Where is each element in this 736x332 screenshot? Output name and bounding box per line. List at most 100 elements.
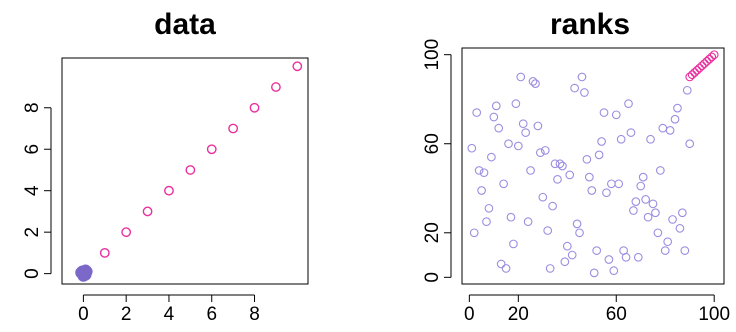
y-tick-label-data: 2 bbox=[22, 227, 43, 238]
axes-ranks: 0 20 60 100 0 20 60 100 bbox=[422, 39, 730, 325]
data-point-ranks-series1 bbox=[594, 150, 604, 160]
x-tick-label-data: 8 bbox=[249, 304, 260, 325]
data-point-ranks-series1 bbox=[648, 199, 658, 209]
panel-ranks: ranks 0 20 60 100 0 20 60 100 bbox=[422, 8, 730, 325]
points-ranks bbox=[467, 50, 719, 278]
y-tick-label-data: 6 bbox=[22, 144, 43, 155]
data-point-ranks-series1 bbox=[496, 259, 506, 269]
data-point-ranks-series1 bbox=[479, 168, 489, 178]
data-point-ranks-series1 bbox=[638, 172, 648, 182]
y-tick-label-ranks: 60 bbox=[422, 133, 443, 154]
data-point-ranks-series1 bbox=[474, 166, 484, 175]
data-point-ranks-series1 bbox=[646, 134, 655, 144]
data-point-ranks-series1 bbox=[504, 139, 513, 149]
data-point-ranks-series2 bbox=[702, 57, 712, 66]
data-point-data-series2 bbox=[185, 165, 196, 175]
data-point-ranks-series1 bbox=[626, 128, 636, 137]
data-point-ranks-series1 bbox=[582, 154, 592, 164]
data-point-ranks-series1 bbox=[651, 208, 660, 218]
data-point-ranks-series1 bbox=[528, 77, 538, 86]
data-point-data-series1 bbox=[79, 264, 92, 277]
data-point-ranks-series1 bbox=[670, 114, 680, 124]
data-point-ranks-series1 bbox=[643, 212, 653, 222]
data-point-ranks-series1 bbox=[655, 166, 665, 175]
data-point-data-series2 bbox=[142, 206, 153, 217]
data-point-ranks-series1 bbox=[538, 192, 548, 202]
x-tick-label-ranks: 0 bbox=[464, 304, 475, 325]
data-point-ranks-series1 bbox=[668, 215, 677, 224]
data-point-ranks-series1 bbox=[680, 246, 690, 255]
data-point-ranks-series1 bbox=[592, 246, 602, 255]
data-point-ranks-series1 bbox=[616, 134, 626, 144]
data-point-data-series2 bbox=[164, 185, 174, 196]
y-tick-label-data: 0 bbox=[22, 268, 43, 279]
data-point-ranks-series1 bbox=[624, 99, 633, 109]
data-point-data-series2 bbox=[99, 247, 110, 258]
x-tick-label-data: 0 bbox=[78, 304, 89, 325]
data-point-ranks-series2 bbox=[709, 50, 719, 60]
data-point-ranks-series1 bbox=[482, 217, 491, 227]
data-point-ranks-series2 bbox=[690, 68, 699, 77]
data-point-ranks-series1 bbox=[629, 206, 638, 215]
data-point-ranks-series1 bbox=[658, 123, 668, 133]
data-point-data-series2 bbox=[271, 82, 281, 92]
data-point-ranks-series1 bbox=[675, 223, 685, 233]
data-point-ranks-series1 bbox=[604, 255, 614, 264]
data-point-ranks-series2 bbox=[697, 61, 707, 71]
plot-frame-ranks bbox=[461, 47, 725, 285]
data-point-ranks-series1 bbox=[678, 208, 687, 218]
data-point-ranks-series1 bbox=[562, 241, 572, 251]
data-point-ranks-series1 bbox=[599, 108, 609, 117]
data-point-ranks-series1 bbox=[653, 228, 663, 238]
data-point-ranks-series1 bbox=[491, 101, 501, 111]
data-point-ranks-series1 bbox=[621, 252, 631, 262]
data-point-ranks-series1 bbox=[558, 161, 567, 171]
data-point-ranks-series1 bbox=[487, 152, 496, 162]
data-point-ranks-series1 bbox=[580, 88, 589, 97]
data-point-ranks-series1 bbox=[523, 217, 533, 227]
data-point-ranks-series1 bbox=[560, 257, 570, 267]
data-point-ranks-series1 bbox=[518, 119, 528, 129]
x-tick-label-ranks: 60 bbox=[606, 304, 627, 325]
data-point-ranks-series1 bbox=[501, 264, 511, 273]
data-point-ranks-series1 bbox=[536, 148, 545, 157]
plot-frame-data bbox=[61, 57, 309, 285]
data-point-ranks-series2 bbox=[692, 65, 702, 75]
x-tick-label-ranks: 20 bbox=[508, 304, 529, 325]
data-point-ranks-series1 bbox=[631, 197, 641, 206]
data-point-ranks-series1 bbox=[665, 126, 675, 135]
x-tick-label-data: 4 bbox=[164, 304, 175, 325]
data-point-ranks-series1 bbox=[614, 179, 624, 189]
data-point-ranks-series1 bbox=[543, 226, 553, 235]
y-tick-label-ranks: 100 bbox=[422, 39, 443, 71]
data-point-ranks-series1 bbox=[641, 195, 650, 204]
data-point-ranks-series1 bbox=[553, 175, 562, 184]
data-point-ranks-series1 bbox=[467, 143, 477, 153]
data-point-ranks-series1 bbox=[682, 85, 692, 95]
y-tick-label-ranks: 20 bbox=[422, 222, 443, 243]
x-tick-label-data: 6 bbox=[206, 304, 217, 325]
data-point-ranks-series1 bbox=[567, 250, 577, 260]
points-data bbox=[75, 61, 303, 282]
data-point-ranks-series1 bbox=[597, 137, 606, 146]
data-point-ranks-series1 bbox=[685, 139, 695, 149]
data-point-ranks-series1 bbox=[511, 99, 521, 109]
data-point-ranks-series1 bbox=[533, 121, 543, 131]
data-point-ranks-series2 bbox=[700, 59, 709, 68]
data-point-data-series2 bbox=[292, 61, 303, 72]
data-point-ranks-series1 bbox=[499, 179, 508, 189]
data-point-ranks-series1 bbox=[636, 181, 646, 191]
data-point-ranks-series1 bbox=[607, 179, 616, 189]
y-tick-label-ranks: 0 bbox=[422, 272, 443, 283]
data-point-ranks-series1 bbox=[587, 186, 597, 195]
data-point-ranks-series1 bbox=[611, 110, 621, 120]
data-point-ranks-series1 bbox=[575, 228, 584, 238]
data-point-ranks-series1 bbox=[548, 201, 557, 211]
data-point-ranks-series2 bbox=[687, 70, 697, 80]
y-tick-label-data: 4 bbox=[22, 185, 43, 196]
data-point-ranks-series1 bbox=[602, 188, 611, 198]
data-point-ranks-series1 bbox=[540, 146, 550, 155]
data-point-ranks-series1 bbox=[472, 108, 482, 117]
x-tick-label-ranks: 100 bbox=[698, 304, 730, 325]
